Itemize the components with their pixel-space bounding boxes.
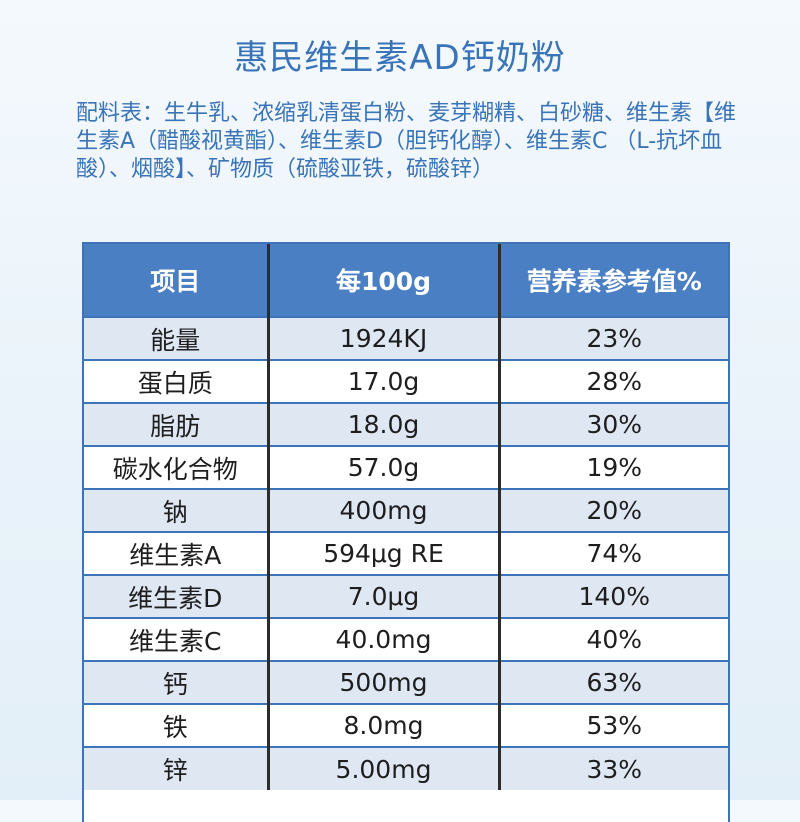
row-nrv: 63%	[499, 660, 728, 704]
row-item: 锌	[84, 746, 270, 790]
table-header-row: 项目 每100g 营养素参考值%	[84, 244, 728, 317]
table-row: 蛋白质 17.0g 28%	[84, 359, 728, 403]
table-row: 钠 400mg 20%	[84, 488, 728, 532]
row-nrv: 28%	[499, 359, 728, 403]
row-amount: 57.0g	[268, 445, 501, 489]
row-item: 铁	[84, 703, 270, 747]
row-amount: 40.0mg	[268, 617, 501, 661]
table-row: 钙 500mg 63%	[84, 660, 728, 704]
row-amount: 18.0g	[268, 402, 501, 446]
row-nrv: 20%	[499, 488, 728, 532]
row-nrv: 33%	[499, 746, 728, 790]
table-row: 维生素A 594μg RE 74%	[84, 531, 728, 575]
table-row: 锌 5.00mg 33%	[84, 746, 728, 790]
row-amount: 5.00mg	[268, 746, 501, 790]
row-item: 维生素A	[84, 531, 270, 575]
nutrition-table: 项目 每100g 营养素参考值% 能量 1924KJ 23% 蛋白质 17.0g…	[82, 242, 730, 822]
row-amount: 1924KJ	[268, 316, 501, 360]
row-item: 碳水化合物	[84, 445, 270, 489]
header-per-100g: 每100g	[268, 244, 501, 317]
row-nrv: 40%	[499, 617, 728, 661]
row-item: 钙	[84, 660, 270, 704]
row-nrv: 74%	[499, 531, 728, 575]
ingredients-list: 配料表：生牛乳、浓缩乳清蛋白粉、麦芽糊精、白砂糖、维生素【维生素A（醋酸视黄酯）…	[76, 101, 737, 182]
row-item: 脂肪	[84, 402, 270, 446]
row-amount: 8.0mg	[268, 703, 501, 747]
row-amount: 400mg	[268, 488, 501, 532]
table-row: 脂肪 18.0g 30%	[84, 402, 728, 446]
row-amount: 500mg	[268, 660, 501, 704]
row-amount: 17.0g	[268, 359, 501, 403]
row-item: 维生素D	[84, 574, 270, 618]
header-nrv-percent: 营养素参考值%	[499, 244, 728, 317]
row-nrv: 23%	[499, 316, 728, 360]
row-item: 钠	[84, 488, 270, 532]
row-item: 能量	[84, 316, 270, 360]
table-row: 维生素C 40.0mg 40%	[84, 617, 728, 661]
product-title: 惠民维生素AD钙奶粉	[234, 38, 566, 78]
row-amount: 7.0μg	[268, 574, 501, 618]
table-row: 能量 1924KJ 23%	[84, 316, 728, 360]
table-row: 碳水化合物 57.0g 19%	[84, 445, 728, 489]
row-nrv: 140%	[499, 574, 728, 618]
table-row: 铁 8.0mg 53%	[84, 703, 728, 747]
row-nrv: 30%	[499, 402, 728, 446]
row-amount: 594μg RE	[268, 531, 501, 575]
row-nrv: 53%	[499, 703, 728, 747]
row-item: 维生素C	[84, 617, 270, 661]
header-item: 项目	[84, 244, 270, 317]
table-row: 维生素D 7.0μg 140%	[84, 574, 728, 618]
row-item: 蛋白质	[84, 359, 270, 403]
row-nrv: 19%	[499, 445, 728, 489]
